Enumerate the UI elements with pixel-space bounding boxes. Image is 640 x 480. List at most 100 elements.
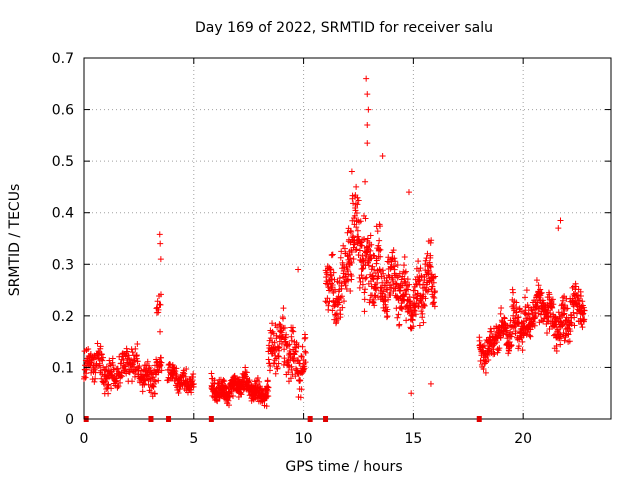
data-point xyxy=(543,320,550,327)
data-point xyxy=(246,377,253,384)
data-point xyxy=(560,311,567,318)
data-point xyxy=(392,258,399,265)
data-point xyxy=(428,237,435,244)
data-point xyxy=(364,140,371,147)
data-point xyxy=(432,273,439,280)
data-point xyxy=(353,183,360,190)
data-point xyxy=(348,249,355,256)
data-point xyxy=(485,357,492,364)
data-point xyxy=(235,393,242,400)
data-point xyxy=(92,375,99,382)
data-point xyxy=(286,348,293,355)
data-point xyxy=(567,328,574,335)
data-point xyxy=(379,152,386,159)
data-point xyxy=(325,302,332,309)
data-point xyxy=(336,299,343,306)
data-point xyxy=(396,270,403,277)
data-point xyxy=(507,317,514,324)
data-point xyxy=(329,307,336,314)
data-point xyxy=(324,295,331,302)
data-point xyxy=(388,284,395,291)
data-point xyxy=(141,362,148,369)
data-point xyxy=(225,397,232,404)
data-point xyxy=(87,351,94,358)
data-point xyxy=(134,340,141,347)
data-point xyxy=(327,271,334,278)
data-point xyxy=(265,393,272,400)
data-point xyxy=(513,299,520,306)
data-point xyxy=(485,345,492,352)
data-point xyxy=(273,332,280,339)
data-point xyxy=(516,305,523,312)
data-gap-marker xyxy=(476,416,482,422)
data-point xyxy=(559,301,566,308)
data-point xyxy=(520,318,527,325)
data-point xyxy=(131,373,138,380)
data-point xyxy=(579,298,586,305)
data-point xyxy=(513,308,520,315)
data-point xyxy=(377,246,384,253)
data-point xyxy=(157,362,164,369)
data-point xyxy=(363,274,370,281)
data-point xyxy=(410,307,417,314)
data-point xyxy=(328,272,335,279)
data-point xyxy=(366,251,373,258)
data-point xyxy=(497,310,504,317)
data-point xyxy=(97,367,104,374)
data-point xyxy=(266,337,273,344)
data-point xyxy=(427,380,434,387)
data-point xyxy=(281,346,288,353)
data-point xyxy=(256,378,263,385)
data-point xyxy=(302,348,309,355)
data-point xyxy=(363,75,370,82)
data-point xyxy=(356,284,363,291)
data-point xyxy=(278,340,285,347)
data-point xyxy=(257,385,264,392)
data-point xyxy=(272,370,279,377)
x-tick-label: 10 xyxy=(295,431,313,447)
data-point xyxy=(390,247,397,254)
data-point xyxy=(275,353,282,360)
data-point xyxy=(122,366,129,373)
data-point xyxy=(295,343,302,350)
data-point xyxy=(362,215,369,222)
data-point xyxy=(405,286,412,293)
data-point xyxy=(579,324,586,331)
data-point xyxy=(549,304,556,311)
data-point xyxy=(514,336,521,343)
data-gap-marker xyxy=(323,416,329,422)
data-point xyxy=(298,386,305,393)
data-point xyxy=(190,380,197,387)
data-point xyxy=(431,303,438,310)
data-point xyxy=(364,91,371,98)
data-point xyxy=(347,255,354,262)
data-gap-marker xyxy=(148,416,154,422)
data-point xyxy=(352,246,359,253)
data-point xyxy=(425,267,432,274)
data-point xyxy=(403,317,410,324)
data-point xyxy=(155,306,162,313)
data-point xyxy=(208,370,215,377)
data-point xyxy=(358,272,365,279)
data-point xyxy=(361,308,368,315)
data-point xyxy=(504,327,511,334)
data-point xyxy=(581,307,588,314)
data-point xyxy=(373,257,380,264)
data-point xyxy=(427,263,434,270)
data-point xyxy=(568,321,575,328)
x-tick-label: 15 xyxy=(404,431,422,447)
data-point xyxy=(504,335,511,342)
data-point xyxy=(353,210,360,217)
data-point xyxy=(330,289,337,296)
data-point xyxy=(106,357,113,364)
data-point xyxy=(328,252,335,259)
data-point xyxy=(402,279,409,286)
data-point xyxy=(396,321,403,328)
data-point xyxy=(96,360,103,367)
data-point xyxy=(183,366,190,373)
data-point xyxy=(364,122,371,129)
data-point xyxy=(350,200,357,207)
data-point xyxy=(329,281,336,288)
data-point xyxy=(98,375,105,382)
data-point xyxy=(158,359,165,366)
